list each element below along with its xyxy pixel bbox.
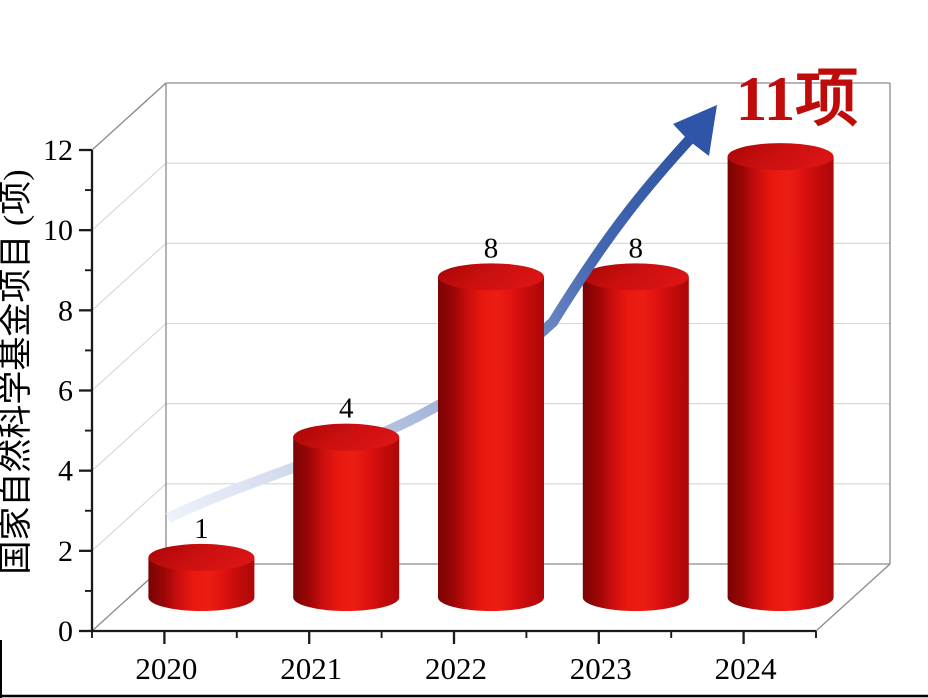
bar-2022 [438,263,544,611]
bar-top-face [438,263,544,291]
bar-body [148,557,255,611]
gridline-leftwall [91,242,167,311]
frame-edge [91,82,167,151]
bar-value-label: 8 [484,232,499,264]
gridline-leftwall [91,162,167,231]
bar-body [293,437,400,611]
bar-body [582,276,689,611]
frame-edge [815,563,891,632]
y-tick-label: 8 [58,294,73,327]
y-tick-label: 2 [58,535,73,568]
trend-arrow-head [673,105,717,156]
chart-plot-area: 1 4 8 8 0 2 4 6 8 10 12 2020 2021 2022 2023 2024 [43,82,891,686]
y-tick-label: 0 [58,615,73,648]
bar-2021 [293,423,400,611]
bar-value-label: 4 [339,393,354,425]
y-tick-label: 10 [43,214,73,247]
bar-value-label: 8 [629,232,644,264]
x-tick-label: 2021 [280,651,342,686]
x-tick-label: 2024 [715,651,778,686]
x-tick-label: 2020 [135,651,197,686]
y-tick-label: 12 [43,134,73,167]
bar-2024 [727,143,834,612]
bar-value-label: 1 [194,513,209,545]
bar-2020 [148,543,255,611]
bar-top-face [148,543,255,571]
gridline-leftwall [91,323,167,391]
y-tick-label: 4 [58,455,73,488]
y-axis-title: 国家自然科学基金项目 (项) [0,169,35,574]
bar-top-face [582,263,689,291]
bar-top-face [727,143,834,171]
bar-top-face [293,423,400,451]
gridline-leftwall [91,483,167,552]
annotation-11-items: 11项 [736,64,859,134]
bar-2023 [582,263,689,611]
bar-body [438,276,544,611]
gridline-leftwall [91,403,167,472]
x-tick-label: 2022 [425,651,487,686]
y-tick-label: 6 [58,375,73,408]
bar-body [727,156,834,612]
x-tick-label: 2023 [570,651,632,686]
